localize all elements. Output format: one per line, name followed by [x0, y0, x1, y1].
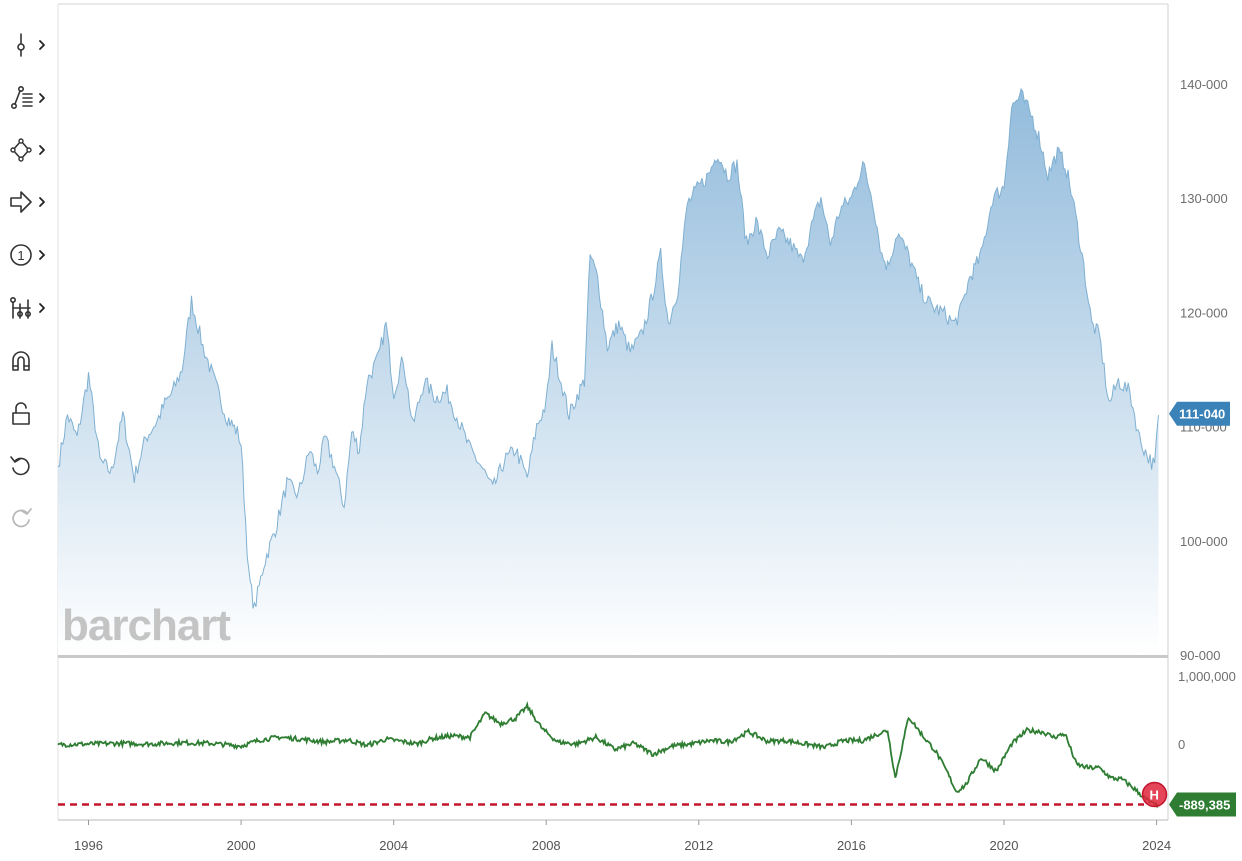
chevron-right-icon[interactable]: [37, 302, 47, 314]
chevron-right-icon[interactable]: [37, 196, 47, 208]
redo-tool[interactable]: [8, 500, 54, 536]
lock-tool[interactable]: [8, 396, 54, 432]
chevron-right-icon[interactable]: [37, 249, 47, 261]
price-y-tick-label: 120-000: [1180, 305, 1228, 320]
arrow-icon: [10, 191, 32, 213]
price-series-line: [57, 87, 1159, 609]
indicator-current-badge: [1169, 792, 1236, 817]
x-tick-label: 1996: [74, 838, 103, 853]
trendline-tool[interactable]: [8, 80, 54, 116]
undo-icon: [10, 456, 30, 476]
price-area-layer: [57, 87, 1159, 655]
chevron-right-icon[interactable]: [37, 92, 47, 104]
price-current-value: 111-040: [1179, 407, 1225, 422]
annotation-tool[interactable]: 1: [8, 237, 54, 273]
x-tick-label: 2020: [990, 838, 1019, 853]
svg-text:1: 1: [17, 248, 24, 263]
x-tick-label: 2004: [379, 838, 408, 853]
x-tick-label: 2000: [227, 838, 256, 853]
indicator-y-tick-label: 0: [1178, 737, 1185, 752]
price-y-axis: 140-000130-000120-000110-000100-00090-00…: [1169, 77, 1230, 663]
indicator-marker-label: H: [1150, 788, 1159, 803]
chevron-right-icon[interactable]: [37, 144, 47, 156]
shapes-tool[interactable]: [8, 132, 54, 168]
crosshair-tool[interactable]: [8, 27, 54, 63]
x-tick-label: 2008: [532, 838, 561, 853]
indicator-current-value: -889,385: [1179, 798, 1230, 813]
redo-icon: [12, 508, 32, 528]
crosshair-icon: [17, 33, 25, 57]
measure-tool[interactable]: [8, 290, 54, 326]
trendline-icon: [10, 85, 33, 109]
magnet-icon: [12, 351, 30, 371]
indicator-y-axis: 1,000,000 0 -889,385: [1169, 669, 1236, 817]
x-tick-label: 2012: [684, 838, 713, 853]
arrow-tool[interactable]: [8, 184, 54, 220]
price-y-tick-label: 90-000: [1180, 648, 1220, 663]
price-y-tick-label: 140-000: [1180, 77, 1228, 92]
indicator-marker[interactable]: [1141, 781, 1168, 808]
indicator-series-line: [57, 700, 1160, 809]
shapes-icon: [10, 138, 32, 162]
pane-divider[interactable]: [58, 655, 1168, 658]
x-tick-label: 2024: [1142, 838, 1171, 853]
lock-icon: [12, 402, 30, 425]
indicator-layer: H: [57, 700, 1168, 809]
magnet-tool[interactable]: [8, 343, 54, 379]
indicator-y-tick-label: 1,000,000: [1178, 669, 1236, 684]
undo-tool[interactable]: [8, 448, 54, 484]
price-y-tick-label: 130-000: [1180, 191, 1228, 206]
barchart-watermark: barchart: [62, 601, 231, 650]
x-tick-label: 2016: [837, 838, 866, 853]
chevron-right-icon[interactable]: [37, 39, 47, 51]
x-axis: 1996 2000 2004 2008 2012 2016 2020 2024: [74, 820, 1171, 853]
numbered-marker-icon: 1: [10, 244, 32, 266]
drawing-toolbar: 1: [0, 0, 58, 861]
price-area-fill: [58, 89, 1159, 655]
measure-icon: [9, 296, 31, 319]
price-current-badge: [1169, 401, 1230, 426]
price-y-tick-label: 100-000: [1180, 534, 1228, 549]
